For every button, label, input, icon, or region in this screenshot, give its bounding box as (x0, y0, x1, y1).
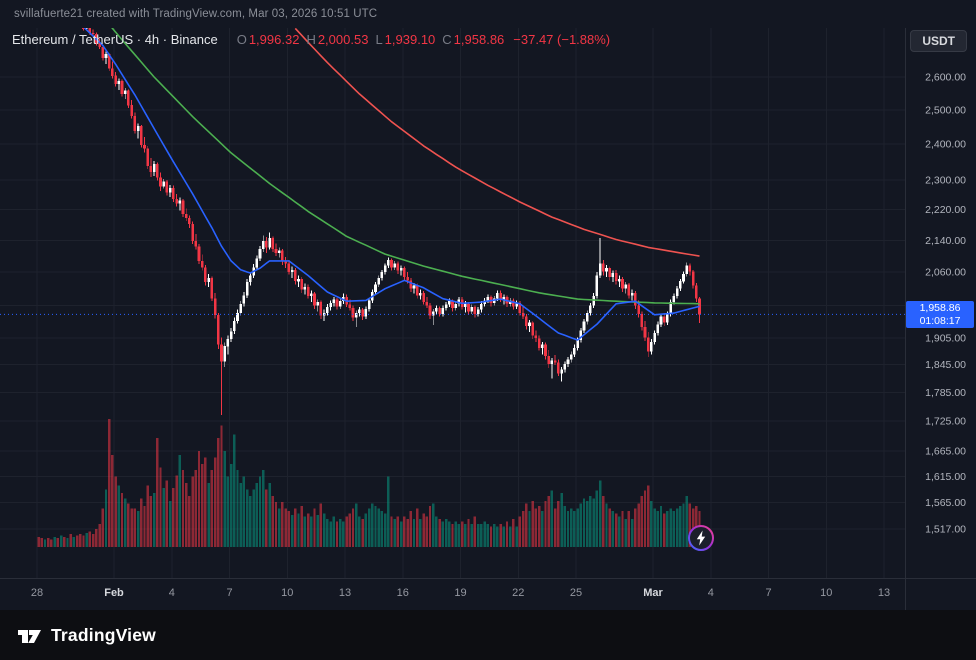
svg-text:1,615.00: 1,615.00 (925, 471, 966, 483)
lightning-icon (687, 525, 714, 551)
svg-text:16: 16 (397, 587, 409, 599)
change-value: −37.47 (−1.88%) (513, 32, 611, 47)
svg-text:1,845.00: 1,845.00 (925, 359, 966, 371)
svg-text:4: 4 (708, 587, 714, 599)
high-label: H (306, 32, 316, 47)
svg-text:1,517.00: 1,517.00 (925, 523, 966, 535)
tradingview-logo-icon[interactable] (16, 622, 42, 648)
svg-text:25: 25 (570, 587, 582, 599)
currency-button[interactable]: USDT (910, 30, 967, 52)
candlestick-series (82, 28, 701, 415)
svg-text:10: 10 (281, 587, 293, 599)
svg-text:2,400.00: 2,400.00 (925, 139, 966, 151)
svg-text:7: 7 (765, 587, 771, 599)
svg-text:2,600.00: 2,600.00 (925, 72, 966, 84)
attribution-bar: svillafuerte21 created with TradingView.… (0, 0, 976, 28)
svg-text:10: 10 (820, 587, 832, 599)
ma-fast-line (83, 28, 700, 341)
price-axis[interactable]: 2,600.00 2,500.00 2,400.00 2,300.00 2,220.00… (925, 72, 966, 536)
svg-text:7: 7 (226, 587, 232, 599)
volume-series (37, 419, 701, 547)
boost-button[interactable] (687, 524, 715, 552)
svg-text:2,500.00: 2,500.00 (925, 104, 966, 116)
close-value: 1,958.86 (453, 32, 505, 47)
tradingview-wordmark[interactable]: TradingView (51, 624, 156, 645)
attribution-text: svillafuerte21 created with TradingView.… (14, 8, 378, 20)
svg-text:13: 13 (339, 587, 351, 599)
high-value: 2,000.53 (317, 32, 369, 47)
svg-text:22: 22 (512, 587, 524, 599)
svg-text:1,905.00: 1,905.00 (925, 332, 966, 344)
svg-text:2,300.00: 2,300.00 (925, 174, 966, 186)
last-price-badge: 1,958.86 01:08:17 (906, 300, 974, 328)
low-label: L (375, 32, 383, 47)
bar-countdown: 01:08:17 (919, 314, 961, 327)
svg-text:1,565.00: 1,565.00 (925, 497, 966, 509)
time-axis[interactable]: 28 Feb 4 7 10 13 16 19 22 25 Mar 4 7 10 13 (31, 587, 890, 599)
logo-bar: TradingView (0, 610, 976, 660)
open-label: O (236, 32, 247, 47)
last-price-value: 1,958.86 (919, 301, 961, 314)
close-label: C (442, 32, 452, 47)
svg-text:1,725.00: 1,725.00 (925, 416, 966, 428)
axis-borders (0, 28, 976, 610)
svg-text:1,665.00: 1,665.00 (925, 445, 966, 457)
svg-text:4: 4 (169, 587, 175, 599)
chart-legend: Ethereum / TetherUS · 4h · Binance O 1,9… (12, 32, 610, 47)
svg-text:Mar: Mar (643, 587, 663, 599)
symbol-title[interactable]: Ethereum / TetherUS · 4h · Binance (12, 32, 218, 47)
open-value: 1,996.32 (248, 32, 300, 47)
svg-text:13: 13 (878, 587, 890, 599)
svg-text:2,220.00: 2,220.00 (925, 204, 966, 216)
svg-text:2,140.00: 2,140.00 (925, 235, 966, 247)
ma-mid-line (111, 28, 700, 305)
svg-text:2,060.00: 2,060.00 (925, 267, 966, 279)
low-value: 1,939.10 (384, 32, 436, 47)
svg-text:28: 28 (31, 587, 43, 599)
svg-text:1,785.00: 1,785.00 (925, 387, 966, 399)
svg-text:19: 19 (454, 587, 466, 599)
ma-slow-line (294, 28, 700, 257)
svg-text:Feb: Feb (104, 587, 124, 599)
